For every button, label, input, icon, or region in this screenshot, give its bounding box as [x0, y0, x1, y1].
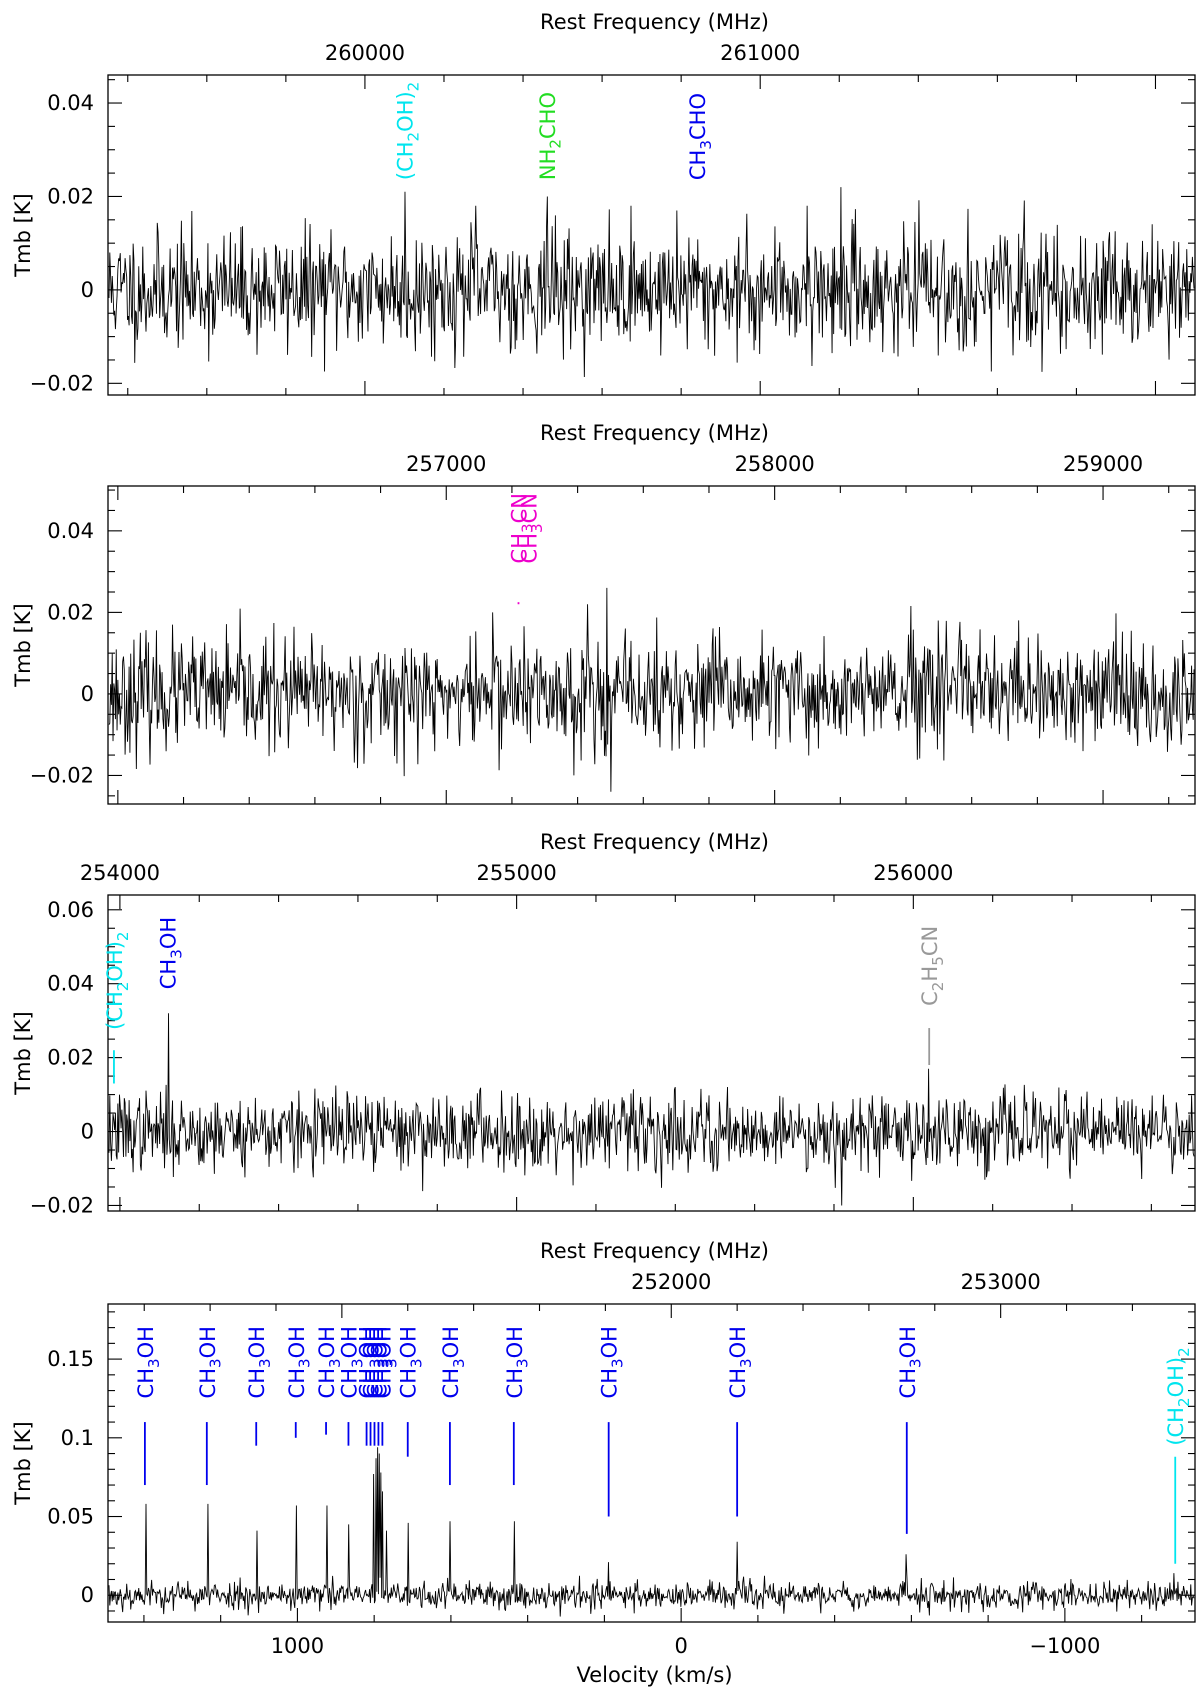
spectrum-trace: [108, 187, 1195, 378]
line-label: (CH2OH)2: [393, 82, 422, 180]
y-tick-label: 0.02: [47, 184, 94, 208]
plot-frame: [107, 74, 1196, 396]
top-axis-label: Rest Frequency (MHz): [540, 10, 769, 34]
y-tick-label: 0: [81, 1120, 94, 1144]
y-tick-label: 0: [81, 682, 94, 706]
y-tick-label: 0.04: [47, 972, 94, 996]
y-tick-label: 0.05: [47, 1505, 94, 1529]
spectrum-panel-3: 254000 255000 256000 Rest Frequency (MHz) −0…: [11, 830, 1196, 1217]
y-tick-label: 0: [81, 1583, 94, 1607]
line-label: C2H5CN: [918, 926, 947, 1006]
line-label: CH3OH: [503, 1326, 532, 1398]
y-tick-label: 0.04: [47, 91, 94, 115]
freq-tick-label: 260000: [325, 41, 405, 65]
line-label: CH3CN: [507, 493, 536, 563]
line-label: (CH2OH)2: [1164, 1347, 1193, 1445]
y-tick-label: −0.02: [30, 371, 94, 395]
freq-tick-label: 257000: [406, 452, 486, 476]
line-label: CH3OH: [397, 1326, 426, 1398]
y-tick-label: −0.02: [30, 1193, 94, 1217]
plot-frame: [107, 1303, 1196, 1623]
freq-tick-label: 254000: [80, 861, 160, 885]
line-label: CH3OH: [157, 917, 186, 989]
velocity-tick-label: 0: [674, 1634, 687, 1658]
y-tick-label: 0.06: [47, 898, 94, 922]
line-label: CH3OH: [439, 1326, 468, 1398]
line-label: CH3OH: [896, 1326, 925, 1398]
y-tick-label: 0.15: [47, 1347, 94, 1371]
freq-tick-label: 253000: [961, 1270, 1041, 1294]
y-axis-label: Tmb [K]: [11, 603, 35, 687]
line-label: CH3CHO: [686, 93, 715, 180]
freq-tick-label: 261000: [720, 41, 800, 65]
spectrum-panel-4: 252000 253000 Rest Frequency (MHz) 0 0.05 0.1…: [11, 1239, 1196, 1687]
spectrum-trace: [108, 587, 1195, 792]
line-label: CH3OH: [598, 1326, 627, 1398]
freq-tick-label: 256000: [873, 861, 953, 885]
line-label: CH3OH: [315, 1326, 344, 1398]
y-tick-label: −0.02: [30, 763, 94, 787]
line-label: CH3OH: [356, 1326, 385, 1398]
y-tick-label: 0.02: [47, 1046, 94, 1070]
y-axis-label: Tmb [K]: [11, 193, 35, 277]
spectrum-panel-1: 260000 261000 Rest Frequency (MHz) −0.02 0 0.…: [11, 10, 1196, 396]
velocity-tick-label: 1000: [271, 1634, 324, 1658]
spectrum-panel-2: 257000 258000 259000 Rest Frequency (MHz) −0…: [11, 421, 1196, 805]
line-label: CH3OH: [360, 1326, 389, 1398]
y-axis-label: Tmb [K]: [11, 1011, 35, 1095]
spectrum-trace: [108, 1447, 1195, 1617]
freq-tick-label: 259000: [1063, 452, 1143, 476]
y-tick-label: 0.02: [47, 600, 94, 624]
line-label: CH3OH: [196, 1326, 225, 1398]
plot-frame: [107, 894, 1196, 1212]
y-tick-label: 0: [81, 278, 94, 302]
plot-frame: [107, 485, 1196, 805]
x-axis-label: Velocity (km/s): [576, 1663, 732, 1687]
y-axis-label: Tmb [K]: [11, 1421, 35, 1505]
velocity-tick-label: −1000: [1029, 1634, 1100, 1658]
line-label: CH3OH: [245, 1326, 274, 1398]
top-axis-label: Rest Frequency (MHz): [540, 830, 769, 854]
line-label: (CH2OH)2: [103, 931, 132, 1029]
line-label: NH2CHO: [536, 92, 565, 180]
y-tick-label: 0.04: [47, 519, 94, 543]
freq-tick-label: 255000: [477, 861, 557, 885]
line-label: CH3OH: [726, 1326, 755, 1398]
top-axis-label: Rest Frequency (MHz): [540, 421, 769, 445]
line-label: CH3CN: [517, 493, 546, 563]
line-label: CH3OH: [371, 1326, 400, 1398]
top-axis-label: Rest Frequency (MHz): [540, 1239, 769, 1263]
line-label: CH3OH: [285, 1326, 314, 1398]
y-tick-label: 0.1: [61, 1426, 94, 1450]
line-label: CH3OH: [134, 1326, 163, 1398]
freq-tick-label: 252000: [631, 1270, 711, 1294]
spectrum-trace: [108, 1013, 1195, 1206]
line-label: CH3OH: [363, 1326, 392, 1398]
line-label: CH3OH: [367, 1326, 396, 1398]
line-label: CH3OH: [337, 1326, 366, 1398]
freq-tick-label: 258000: [735, 452, 815, 476]
